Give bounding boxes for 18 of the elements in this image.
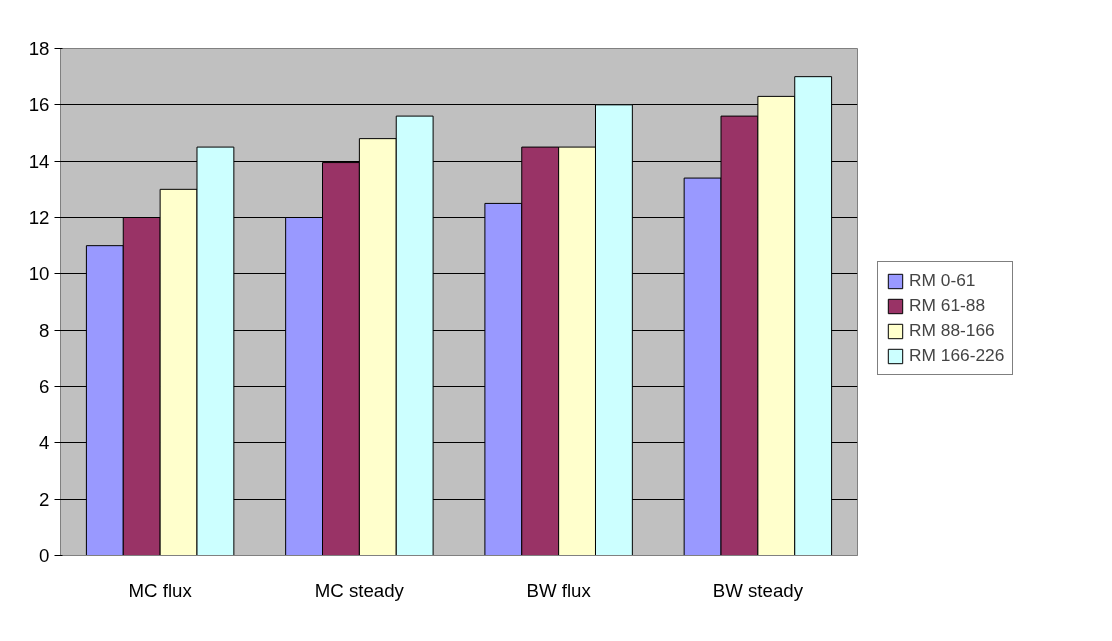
y-tick-label: 14: [28, 150, 50, 172]
y-tick-label: 18: [28, 38, 50, 59]
x-tick-label: MC steady: [314, 579, 405, 601]
legend-label: RM 61-88: [909, 295, 986, 316]
legend-label: RM 88-166: [909, 320, 995, 341]
x-tick-label: BW flux: [526, 579, 592, 601]
legend-label: RM 0-61: [909, 270, 976, 291]
y-tick-label: 12: [28, 207, 50, 228]
x-tick-label: BW steady: [712, 579, 804, 601]
y-tick-label: 8: [39, 319, 50, 341]
y-tick-label: 10: [28, 263, 50, 285]
x-tick-label: MC flux: [128, 579, 193, 601]
y-tick-label: 0: [39, 545, 50, 566]
y-tick-label: 4: [39, 432, 50, 454]
legend-label: RM 166-226: [909, 345, 1005, 366]
y-tick-label: 6: [39, 376, 50, 397]
y-tick-label: 2: [39, 488, 50, 510]
y-tick-label: 16: [28, 94, 50, 116]
